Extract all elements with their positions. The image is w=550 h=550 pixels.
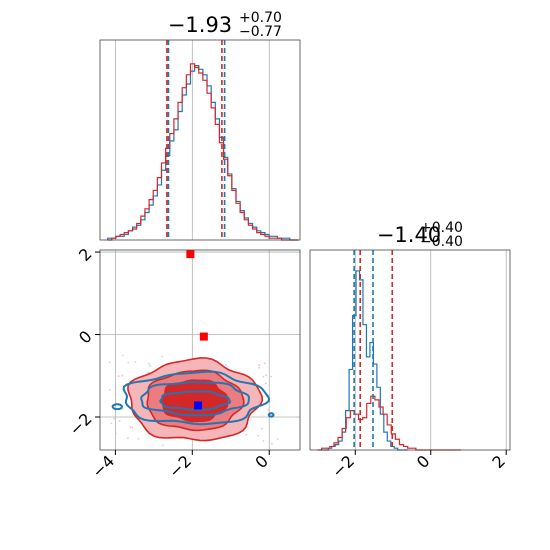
scatter-dot bbox=[261, 427, 263, 430]
scatter-dot bbox=[121, 354, 124, 357]
scatter-dot bbox=[270, 375, 273, 378]
param1-frame bbox=[99, 39, 301, 241]
y-tick-label: −2 bbox=[66, 409, 96, 439]
outlier-marker bbox=[186, 250, 195, 259]
scatter-dot bbox=[121, 408, 124, 410]
y-tick-label: 2 bbox=[75, 244, 96, 265]
scatter-dot bbox=[147, 371, 150, 374]
x-tick-label: −2 bbox=[328, 451, 358, 481]
scatter-dot bbox=[262, 375, 265, 378]
contour-blue-inner bbox=[159, 390, 231, 411]
scatter-dot bbox=[161, 444, 164, 447]
scatter-dot bbox=[257, 434, 260, 437]
marginal-hist-param2: −1.40 +0.40 −0.40 −2 0 2 bbox=[309, 220, 511, 482]
scatter-dot bbox=[264, 382, 267, 385]
scatter-dot bbox=[108, 389, 111, 391]
param2-title-sub: −0.40 bbox=[420, 234, 463, 250]
joint-frame bbox=[99, 249, 301, 451]
scatter-dot bbox=[258, 366, 260, 369]
x-tick-label: −4 bbox=[88, 451, 118, 481]
scatter-dot bbox=[127, 437, 129, 440]
scatter-dot bbox=[131, 426, 134, 429]
scatter-dot bbox=[265, 374, 267, 377]
hist-series-blue bbox=[321, 270, 409, 451]
param1-title-sub: −0.77 bbox=[239, 24, 282, 40]
scatter-dot bbox=[114, 432, 117, 435]
scatter-dot bbox=[110, 422, 113, 425]
scatter-dot bbox=[134, 361, 137, 363]
contour-red-inner bbox=[161, 379, 229, 423]
scatter-dot bbox=[263, 362, 266, 365]
scatter-dot bbox=[117, 375, 120, 377]
param2-title-sup: +0.40 bbox=[420, 220, 463, 236]
contour-blue-island bbox=[111, 403, 123, 411]
scatter-dot bbox=[127, 361, 130, 364]
param1-title-sup: +0.70 bbox=[239, 10, 282, 26]
truth-marker bbox=[194, 401, 203, 410]
scatter-dot bbox=[270, 442, 273, 445]
scatter-dot bbox=[148, 362, 150, 365]
joint-contour-panel: −4 −2 0−202 bbox=[66, 244, 301, 482]
scatter-dot bbox=[137, 437, 140, 440]
hist-series-red bbox=[107, 63, 299, 241]
scatter-dot bbox=[276, 438, 279, 440]
contour-blue-outer bbox=[122, 370, 271, 426]
contour-blue-mid bbox=[140, 381, 250, 417]
scatter-dot bbox=[113, 417, 115, 420]
param1-title: −1.93 bbox=[168, 13, 232, 37]
outlier-marker bbox=[199, 332, 208, 341]
scatter-dot bbox=[225, 363, 227, 366]
scatter-dot bbox=[267, 408, 270, 411]
scatter-dot bbox=[129, 425, 132, 428]
x-tick-label: −2 bbox=[165, 451, 195, 481]
y-tick-label: 0 bbox=[75, 327, 96, 348]
scatter-dot bbox=[121, 374, 124, 377]
marginal-hist-param1: −1.93 +0.70 −0.77 bbox=[99, 10, 301, 241]
scatter-dot bbox=[161, 355, 164, 358]
scatter-dot bbox=[118, 420, 121, 422]
contour-blue-island bbox=[267, 412, 275, 418]
param2-frame bbox=[309, 249, 511, 451]
param2-title: −1.40 bbox=[377, 223, 441, 247]
scatter-dot bbox=[108, 361, 111, 364]
scatter-dot bbox=[149, 364, 151, 367]
scatter-dot bbox=[258, 364, 261, 366]
scatter-dot bbox=[245, 433, 248, 436]
scatter-dot bbox=[191, 444, 194, 447]
scatter-dot bbox=[262, 439, 265, 442]
